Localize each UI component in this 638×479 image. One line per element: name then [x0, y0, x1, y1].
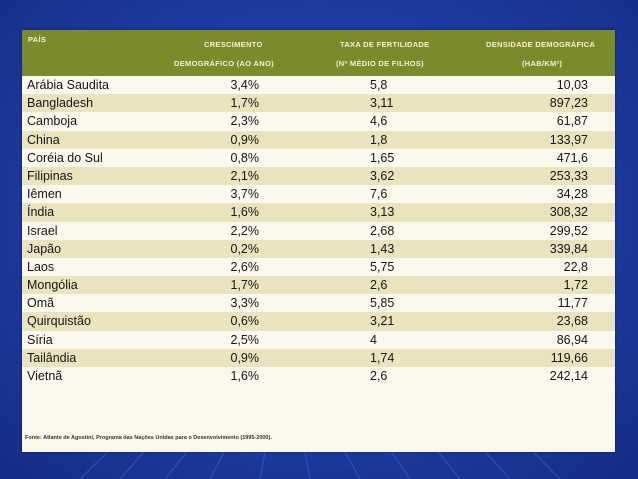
- table-header: País Crescimento demográfico (ao ano) Ta…: [22, 30, 615, 76]
- cell-fertility: 2,68: [370, 223, 395, 238]
- table-row: Filipinas 2,1% 3,62 253,33: [22, 166, 615, 186]
- cell-fertility: 3,62: [370, 168, 395, 183]
- cell-fertility: 5,8: [370, 78, 388, 92]
- cell-country: China: [27, 132, 60, 147]
- cell-growth: 3,4%: [230, 78, 260, 92]
- cell-density: 299,52: [549, 223, 588, 238]
- cell-density: 22,8: [563, 259, 588, 274]
- cell-fertility: 4,6: [370, 114, 388, 129]
- cell-country: Arábia Saudita: [27, 78, 110, 92]
- cell-density: 471,6: [556, 150, 588, 165]
- table-row: Laos 2,6% 5,75 22,8: [22, 258, 615, 276]
- cell-fertility: 1,8: [370, 132, 388, 147]
- cell-growth: 1,6%: [230, 369, 260, 383]
- cell-fertility: 5,85: [370, 296, 395, 311]
- table-row: Arábia Saudita 3,4% 5,8 10,03: [22, 76, 615, 94]
- cell-growth: 0,8%: [230, 150, 260, 165]
- cell-country: Laos: [27, 259, 55, 274]
- header-growth-line1: Crescimento: [204, 40, 263, 49]
- table-row: Japão 0,2% 1,43 339,84: [22, 239, 615, 258]
- cell-growth: 2,3%: [230, 114, 260, 129]
- table-row: Tailândia 0,9% 1,74 119,66: [22, 348, 615, 367]
- cell-fertility: 4: [370, 332, 377, 347]
- cell-fertility: 1,43: [370, 241, 395, 256]
- cell-growth: 0,2%: [230, 241, 260, 256]
- header-density-line1: Densidade demográfica: [486, 40, 596, 49]
- cell-fertility: 3,21: [370, 314, 395, 329]
- table-row: Vietnã 1,6% 2,6 242,14: [22, 367, 615, 385]
- cell-growth: 0,9%: [230, 132, 260, 147]
- cell-growth: 2,5%: [230, 332, 260, 347]
- table-row: Bangladesh 1,7% 3,11 897,23: [22, 94, 615, 113]
- cell-fertility: 3,13: [370, 205, 395, 220]
- table-row: Índia 1,6% 3,13 308,32: [22, 203, 615, 222]
- header-country: País: [28, 35, 47, 44]
- cell-fertility: 1,74: [370, 350, 395, 365]
- cell-growth: 1,7%: [230, 278, 260, 293]
- table-row: Quirquistão 0,6% 3,21 23,68: [22, 312, 615, 331]
- table-row: Coréia do Sul 0,8% 1,65 471,6: [22, 149, 615, 167]
- cell-country: Tailândia: [27, 350, 77, 365]
- cell-growth: 3,3%: [230, 296, 260, 311]
- cell-fertility: 7,6: [370, 187, 388, 202]
- cell-density: 339,84: [549, 241, 588, 256]
- cell-growth: 3,7%: [230, 187, 260, 202]
- cell-density: 61,87: [556, 114, 588, 129]
- cell-density: 308,32: [549, 205, 588, 220]
- table-row: Omã 3,3% 5,85 11,77: [22, 294, 615, 312]
- cell-country: Israel: [27, 223, 58, 238]
- table-body: Arábia Saudita 3,4% 5,8 10,03 Bangladesh…: [22, 76, 615, 385]
- cell-density: 1,72: [563, 278, 588, 293]
- cell-fertility: 1,65: [370, 150, 395, 165]
- cell-country: Vietnã: [27, 369, 63, 383]
- cell-country: Iêmen: [27, 187, 62, 202]
- cell-country: Coréia do Sul: [27, 150, 103, 165]
- cell-country: Bangladesh: [27, 96, 94, 111]
- cell-growth: 1,6%: [230, 205, 260, 220]
- cell-country: Camboja: [27, 114, 78, 129]
- cell-density: 11,77: [557, 296, 588, 311]
- cell-fertility: 2,6: [370, 369, 388, 383]
- cell-density: 133,97: [549, 132, 588, 147]
- table-row: Camboja 2,3% 4,6 61,87: [22, 112, 615, 130]
- table-row: Mongólia 1,7% 2,6 1,72: [22, 276, 615, 295]
- cell-growth: 2,1%: [230, 168, 260, 183]
- cell-density: 86,94: [556, 332, 588, 347]
- cell-density: 119,66: [550, 350, 588, 365]
- cell-country: Quirquistão: [27, 314, 91, 329]
- cell-country: Filipinas: [27, 168, 73, 183]
- table-row: Israel 2,2% 2,68 299,52: [22, 222, 615, 240]
- cell-density: 10,03: [556, 78, 588, 92]
- cell-growth: 0,9%: [230, 350, 260, 365]
- cell-fertility: 5,75: [370, 259, 395, 274]
- cell-country: Japão: [27, 241, 62, 256]
- data-table: País Crescimento demográfico (ao ano) Ta…: [22, 30, 615, 452]
- cell-fertility: 3,11: [370, 96, 394, 111]
- cell-density: 34,28: [556, 187, 588, 202]
- header-fertility-line1: Taxa de fertilidade: [340, 40, 430, 49]
- cell-growth: 2,6%: [230, 259, 260, 274]
- header-fertility-line2: (nº médio de filhos): [336, 59, 424, 68]
- cell-country: Índia: [27, 205, 55, 220]
- cell-fertility: 2,6: [370, 278, 388, 293]
- cell-country: Mongólia: [27, 278, 78, 293]
- table-row: Síria 2,5% 4 86,94: [22, 331, 615, 349]
- cell-country: Omã: [27, 296, 55, 311]
- cell-density: 897,23: [549, 96, 588, 111]
- table-row: Iêmen 3,7% 7,6 34,28: [22, 185, 615, 203]
- cell-density: 23,68: [556, 314, 588, 329]
- cell-growth: 1,7%: [230, 96, 260, 111]
- header-growth-line2: demográfico (ao ano): [174, 59, 274, 68]
- cell-growth: 2,2%: [230, 223, 260, 238]
- header-density-line2: (hab/km²): [522, 59, 563, 68]
- cell-density: 253,33: [549, 168, 588, 183]
- source-note: Fonte: Atlante de Agostini, Programa das…: [25, 435, 272, 441]
- table-row: China 0,9% 1,8 133,97: [22, 130, 615, 149]
- cell-growth: 0,6%: [230, 314, 260, 329]
- cell-country: Síria: [27, 332, 53, 347]
- cell-density: 242,14: [549, 369, 588, 383]
